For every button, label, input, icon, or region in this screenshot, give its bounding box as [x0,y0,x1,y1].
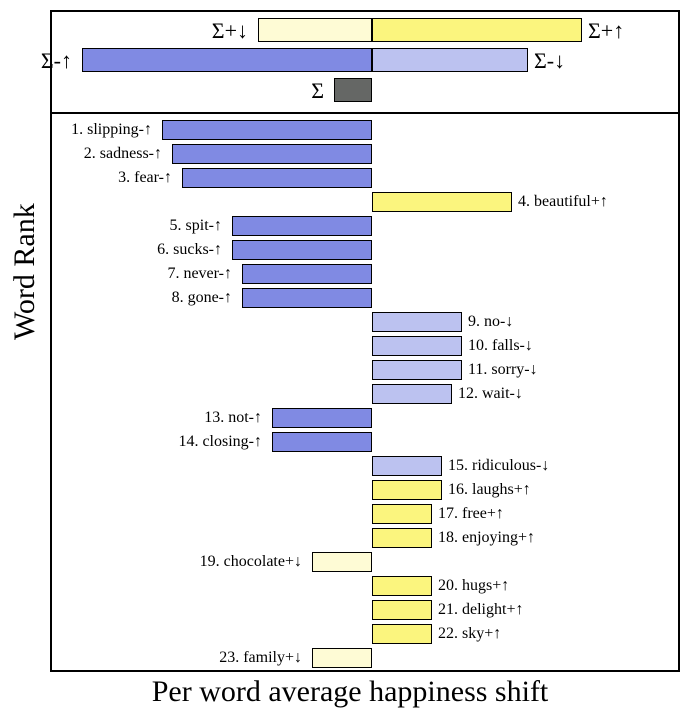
word-bar [372,312,462,332]
word-label: 15. ridiculous-↓ [448,456,549,476]
sum-bar-pos-up [372,18,582,42]
sum-bar-sigma [334,78,372,102]
word-bar [372,384,452,404]
word-label: 14. closing-↑ [178,432,262,452]
word-bar [372,576,432,596]
word-bar [242,264,372,284]
chart-frame: Σ+↓Σ+↑Σ-↑Σ-↓Σ 1. slipping-↑2. sadness-↑3… [50,10,680,672]
word-label: 20. hugs+↑ [438,576,509,596]
sum-bar-neg-up [82,48,372,72]
word-label: 17. free+↑ [438,504,504,524]
word-label: 18. enjoying+↑ [438,528,535,548]
word-label: 7. never-↑ [167,264,232,284]
word-bar [232,216,372,236]
word-label: 1. slipping-↑ [71,120,152,140]
summary-panel: Σ+↓Σ+↑Σ-↑Σ-↓Σ [52,12,678,114]
word-bar [242,288,372,308]
word-bar [372,456,442,476]
word-label: 12. wait-↓ [458,384,523,404]
sum-label-sigma: Σ [311,78,324,104]
word-label: 2. sadness-↑ [84,144,162,164]
word-bar [172,144,372,164]
sum-bar-neg-down [372,48,528,72]
sum-label-pos-up: Σ+↑ [588,18,624,44]
word-label: 10. falls-↓ [468,336,533,356]
word-bar [272,408,372,428]
word-label: 8. gone-↑ [172,288,232,308]
word-bar [372,336,462,356]
word-bar [372,600,432,620]
word-bar [372,504,432,524]
word-label: 11. sorry-↓ [468,360,538,380]
x-axis-label: Per word average happiness shift [0,675,700,709]
word-label: 13. not-↑ [204,408,262,428]
word-bar [372,624,432,644]
word-label: 19. chocolate+↓ [200,552,302,572]
y-axis-label: Word Rank [8,203,42,340]
word-label: 3. fear-↑ [118,168,172,188]
word-label: 16. laughs+↑ [448,480,531,500]
sum-label-neg-down: Σ-↓ [534,48,565,74]
word-bar [372,480,442,500]
word-label: 22. sky+↑ [438,624,501,644]
sum-label-neg-up: Σ-↑ [41,48,72,74]
sum-label-pos-down: Σ+↓ [212,18,248,44]
word-bar [162,120,372,140]
word-bar [312,552,372,572]
word-label: 21. delight+↑ [438,600,523,620]
word-label: 23. family+↓ [219,648,302,668]
word-bar [272,432,372,452]
sum-bar-pos-down [258,18,372,42]
word-panel: 1. slipping-↑ 2. sadness-↑ 3. fear-↑ 4. bea… [52,112,678,670]
word-label: 9. no-↓ [468,312,513,332]
word-bar [312,648,372,668]
word-bar [372,528,432,548]
word-label: 5. spit-↑ [170,216,222,236]
word-bar [372,192,512,212]
word-bar [182,168,372,188]
word-label: 6. sucks-↑ [157,240,222,260]
word-bar [232,240,372,260]
word-bar [372,360,462,380]
word-label: 4. beautiful+↑ [518,192,608,212]
